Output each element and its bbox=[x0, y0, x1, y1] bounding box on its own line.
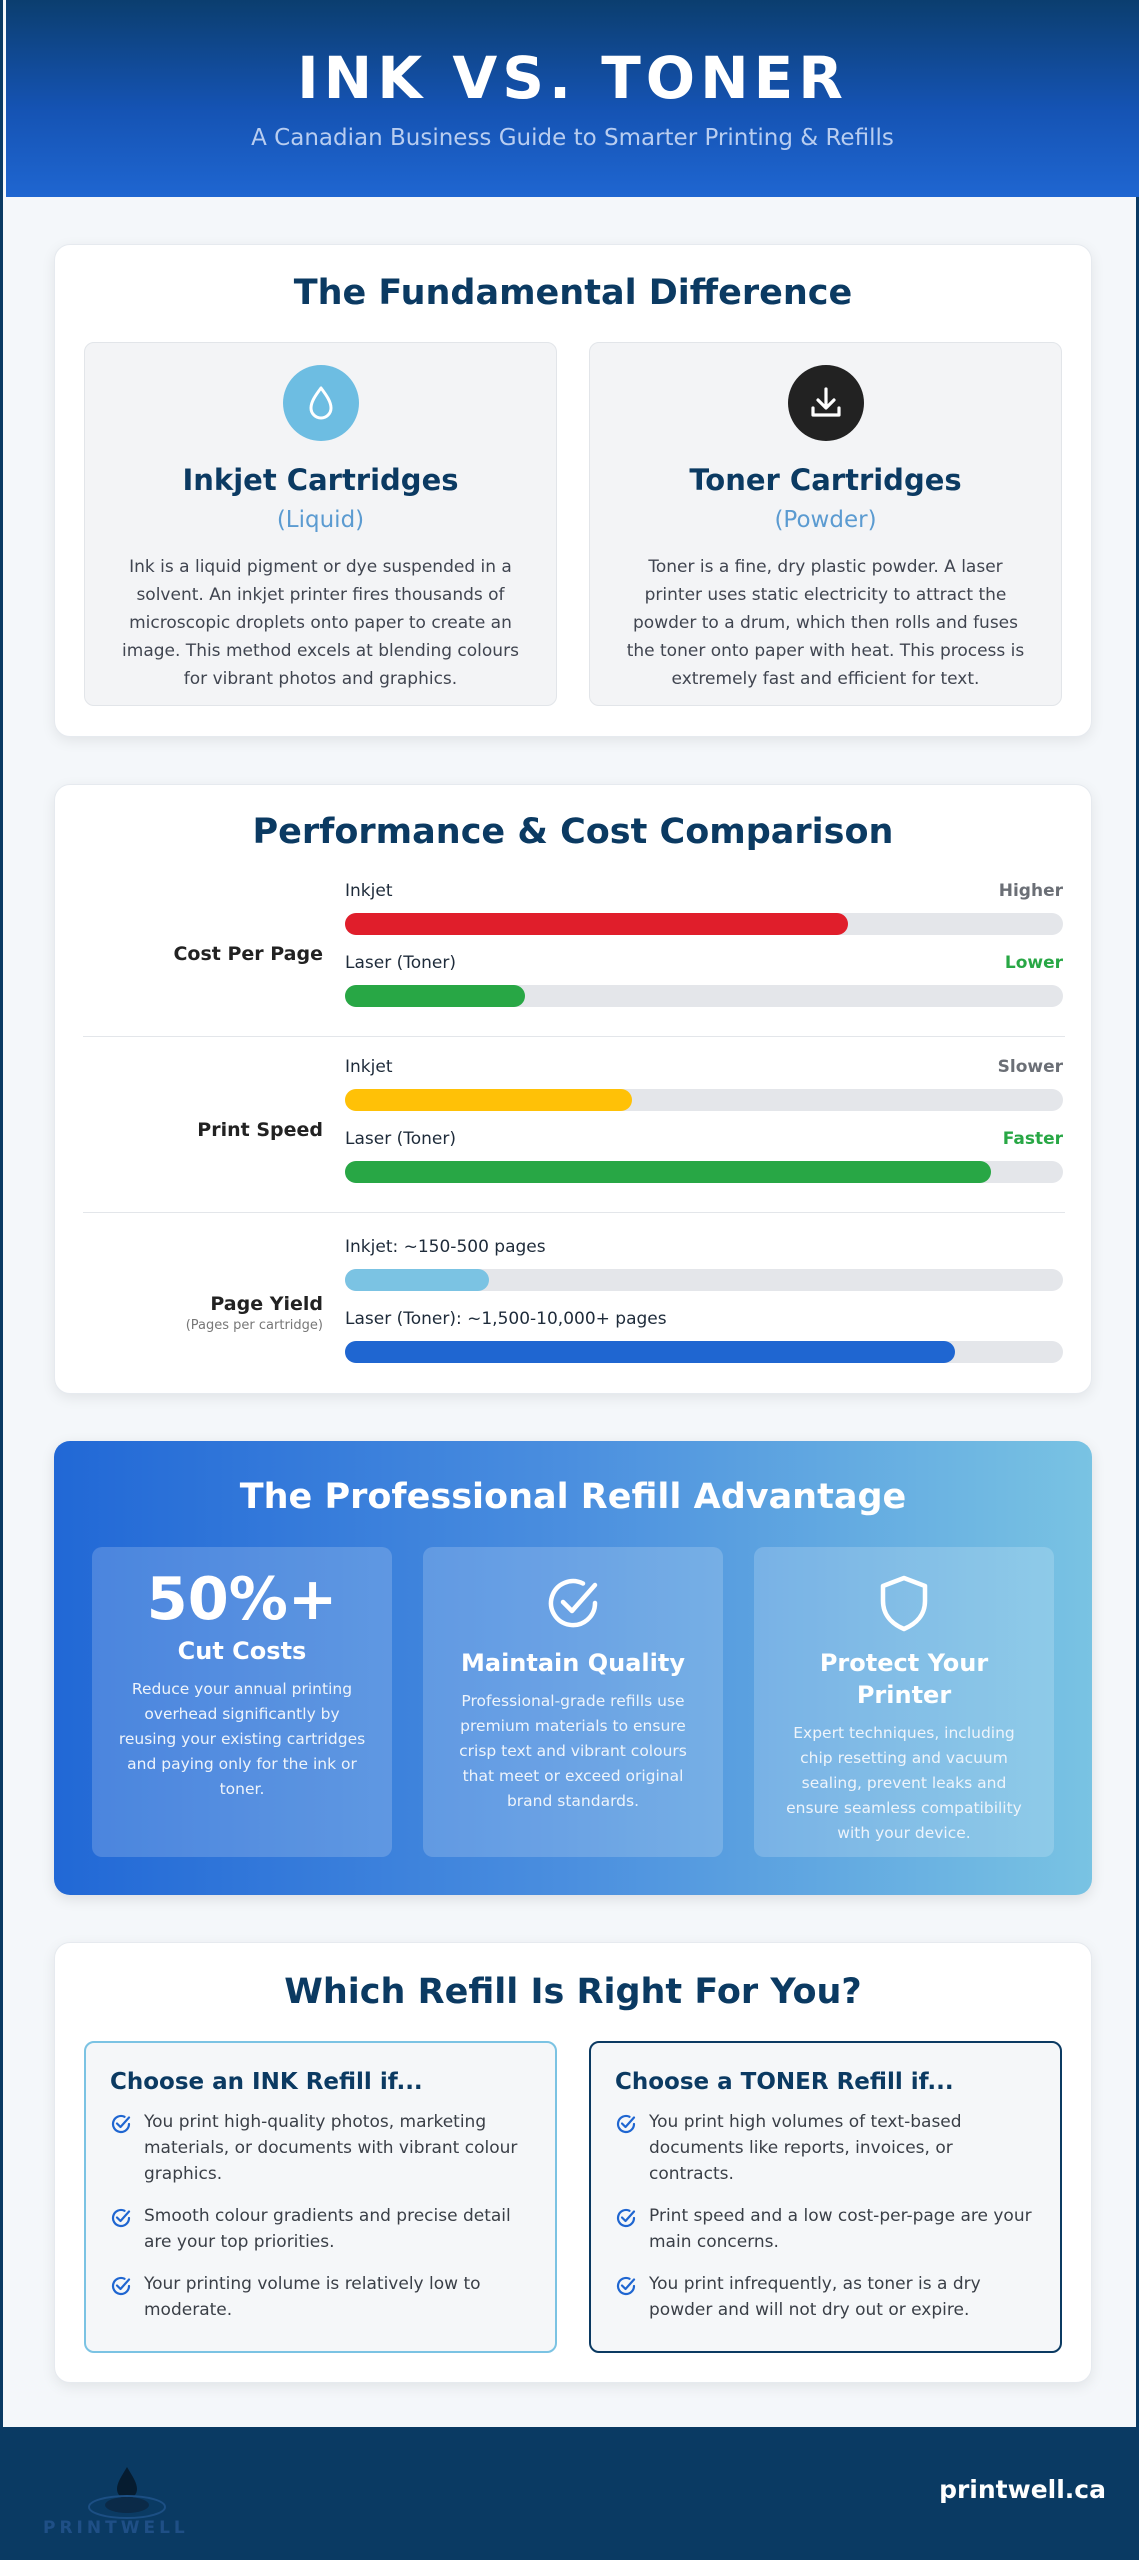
toner-refill-card: Choose a TONER Refill if... You print hi… bbox=[589, 2041, 1062, 2353]
metric-label: Page Yield bbox=[210, 1293, 323, 1315]
inkjet-title: Inkjet Cartridges bbox=[182, 463, 459, 497]
bar-label: Laser (Toner): ~1,500-10,000+ pages bbox=[345, 1309, 667, 1329]
metric-note: (Pages per cartridge) bbox=[185, 1318, 323, 1333]
criteria-text: You print high-quality photos, marketing… bbox=[144, 2112, 518, 2184]
advantage-title: Maintain Quality bbox=[461, 1649, 685, 1677]
page-subtitle: A Canadian Business Guide to Smarter Pri… bbox=[251, 125, 894, 151]
check-icon bbox=[110, 2207, 132, 2237]
toner-title: Toner Cartridges bbox=[689, 463, 962, 497]
advantage-cut-costs: 50%+ Cut Costs Reduce your annual printi… bbox=[92, 1547, 392, 1857]
metric-print-speed: Print Speed Inkjet Slower Laser (Toner) … bbox=[83, 1057, 1065, 1207]
header-banner: INK VS. TONER A Canadian Business Guide … bbox=[6, 0, 1139, 197]
choose-title: Choose a TONER Refill if... bbox=[615, 2069, 954, 2095]
criteria-text: You print infrequently, as toner is a dr… bbox=[649, 2274, 981, 2320]
criteria-text: Smooth colour gradients and precise deta… bbox=[144, 2206, 511, 2252]
bar-laser: Laser (Toner) Faster bbox=[345, 1129, 1063, 1183]
bar-rating: Faster bbox=[1002, 1129, 1063, 1149]
divider bbox=[83, 1212, 1065, 1213]
list-item: You print high volumes of text-based doc… bbox=[615, 2109, 1036, 2187]
bar-inkjet: Inkjet Slower bbox=[345, 1057, 1063, 1111]
check-icon bbox=[110, 2113, 132, 2143]
advantage-text: Reduce your annual printing overhead sig… bbox=[118, 1680, 366, 1798]
download-icon bbox=[787, 365, 864, 441]
metric-label: Cost Per Page bbox=[173, 943, 323, 965]
refill-advantage-section: The Professional Refill Advantage 50%+ C… bbox=[54, 1441, 1092, 1895]
bar-inkjet: Inkjet: ~150-500 pages bbox=[345, 1237, 1063, 1291]
inkjet-card: Inkjet Cartridges (Liquid) Ink is a liqu… bbox=[84, 342, 557, 706]
choose-title: Choose an INK Refill if... bbox=[110, 2069, 423, 2095]
which-refill-section: Which Refill Is Right For You? Choose an… bbox=[54, 1942, 1092, 2383]
fundamental-difference-section: The Fundamental Difference Inkjet Cartri… bbox=[54, 244, 1092, 737]
bar-label: Laser (Toner) bbox=[345, 953, 456, 973]
bar-fill bbox=[345, 1089, 633, 1111]
printwell-logo: PRINTWELL bbox=[39, 2459, 229, 2549]
bar-track bbox=[345, 1089, 1063, 1111]
bar-fill bbox=[345, 913, 848, 935]
website-link[interactable]: printwell.ca bbox=[939, 2475, 1106, 2504]
bar-fill bbox=[345, 1341, 956, 1363]
advantage-title: Protect Your Printer bbox=[819, 1649, 989, 1709]
criteria-list: You print high volumes of text-based doc… bbox=[615, 2109, 1036, 2323]
metric-cost-per-page: Cost Per Page Inkjet Higher Laser (Toner… bbox=[83, 881, 1065, 1031]
check-icon bbox=[615, 2207, 637, 2237]
performance-section: Performance & Cost Comparison Cost Per P… bbox=[54, 784, 1092, 1394]
list-item: Smooth colour gradients and precise deta… bbox=[110, 2203, 531, 2255]
criteria-list: You print high-quality photos, marketing… bbox=[110, 2109, 531, 2323]
list-item: Your printing volume is relatively low t… bbox=[110, 2271, 531, 2323]
bar-label: Inkjet bbox=[345, 881, 393, 901]
bar-track bbox=[345, 1269, 1063, 1291]
advantage-title: Cut Costs bbox=[177, 1637, 307, 1665]
bar-fill bbox=[345, 1269, 489, 1291]
section-title: Which Refill Is Right For You? bbox=[284, 1972, 862, 2012]
bar-track bbox=[345, 913, 1063, 935]
check-circle-icon bbox=[423, 1573, 723, 1633]
shield-icon bbox=[754, 1573, 1054, 1633]
check-icon bbox=[615, 2113, 637, 2143]
advantage-text: Expert techniques, including chip resett… bbox=[786, 1724, 1022, 1842]
bar-laser: Laser (Toner): ~1,500-10,000+ pages bbox=[345, 1309, 1063, 1363]
bar-label: Inkjet bbox=[345, 1057, 393, 1077]
metric-label: Print Speed bbox=[197, 1119, 323, 1141]
toner-kind: (Powder) bbox=[774, 507, 877, 533]
advantage-quality: Maintain Quality Professional-grade refi… bbox=[423, 1547, 723, 1857]
criteria-text: Your printing volume is relatively low t… bbox=[144, 2274, 481, 2320]
inkjet-description: Ink is a liquid pigment or dye suspended… bbox=[122, 557, 519, 689]
bar-rating: Slower bbox=[997, 1057, 1063, 1077]
bar-track bbox=[345, 1161, 1063, 1183]
section-title: Performance & Cost Comparison bbox=[252, 812, 894, 852]
bar-fill bbox=[345, 1161, 992, 1183]
svg-text:PRINTWELL: PRINTWELL bbox=[43, 2518, 189, 2538]
ink-refill-card: Choose an INK Refill if... You print hig… bbox=[84, 2041, 557, 2353]
bar-laser: Laser (Toner) Lower bbox=[345, 953, 1063, 1007]
inkjet-kind: (Liquid) bbox=[276, 507, 365, 533]
bar-track bbox=[345, 985, 1063, 1007]
section-title: The Professional Refill Advantage bbox=[239, 1477, 907, 1517]
bar-inkjet: Inkjet Higher bbox=[345, 881, 1063, 935]
page-title: INK VS. TONER bbox=[297, 44, 848, 112]
list-item: Print speed and a low cost-per-page are … bbox=[615, 2203, 1036, 2255]
bar-rating: Higher bbox=[998, 881, 1063, 901]
check-icon bbox=[615, 2275, 637, 2305]
bar-label: Inkjet: ~150-500 pages bbox=[345, 1237, 546, 1257]
divider bbox=[83, 1036, 1065, 1037]
list-item: You print infrequently, as toner is a dr… bbox=[615, 2271, 1036, 2323]
toner-description: Toner is a fine, dry plastic powder. A l… bbox=[626, 557, 1025, 689]
criteria-text: You print high volumes of text-based doc… bbox=[649, 2112, 962, 2184]
check-icon bbox=[110, 2275, 132, 2305]
criteria-text: Print speed and a low cost-per-page are … bbox=[649, 2206, 1032, 2252]
bar-label: Laser (Toner) bbox=[345, 1129, 456, 1149]
toner-card: Toner Cartridges (Powder) Toner is a fin… bbox=[589, 342, 1062, 706]
bar-rating: Lower bbox=[1004, 953, 1063, 973]
bar-fill bbox=[345, 985, 525, 1007]
section-title: The Fundamental Difference bbox=[293, 273, 853, 313]
bar-track bbox=[345, 1341, 1063, 1363]
metric-page-yield: Page Yield (Pages per cartridge) Inkjet:… bbox=[83, 1237, 1065, 1387]
droplet-icon bbox=[282, 365, 359, 441]
savings-stat: 50%+ bbox=[146, 1564, 338, 1633]
list-item: You print high-quality photos, marketing… bbox=[110, 2109, 531, 2187]
advantage-protect: Protect Your Printer Expert techniques, … bbox=[754, 1547, 1054, 1857]
footer: PRINTWELL printwell.ca bbox=[3, 2427, 1139, 2560]
advantage-text: Professional-grade refills use premium m… bbox=[459, 1692, 687, 1810]
